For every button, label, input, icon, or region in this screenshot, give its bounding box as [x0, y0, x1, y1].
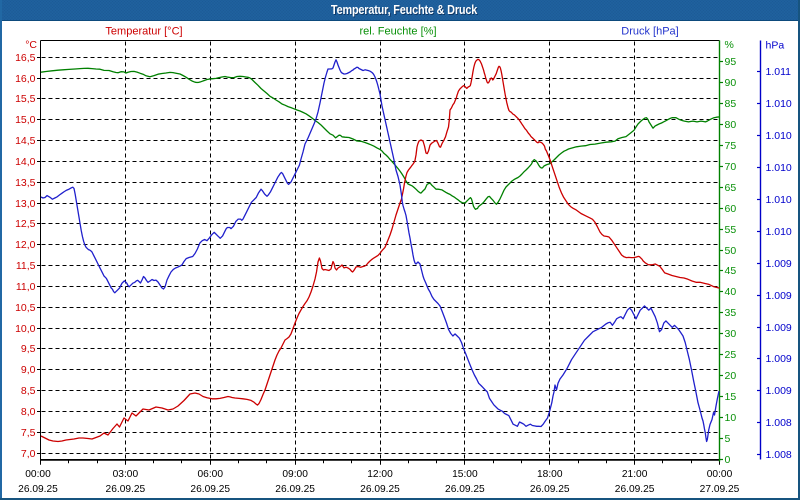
svg-text:%: %	[725, 39, 734, 51]
svg-text:1.009: 1.009	[766, 290, 792, 302]
svg-text:26.09.25: 26.09.25	[190, 484, 230, 495]
svg-text:7,0: 7,0	[21, 448, 36, 460]
svg-text:12,0: 12,0	[15, 239, 36, 251]
svg-text:00:00: 00:00	[707, 469, 733, 480]
svg-text:12,5: 12,5	[15, 218, 36, 230]
svg-text:1.010: 1.010	[766, 162, 792, 174]
svg-text:1.009: 1.009	[766, 322, 792, 334]
svg-text:15: 15	[725, 391, 737, 403]
svg-text:rel. Feuchte [%]: rel. Feuchte [%]	[359, 26, 436, 38]
svg-text:15:00: 15:00	[452, 469, 478, 480]
svg-text:15,0: 15,0	[15, 114, 36, 126]
svg-text:25: 25	[725, 349, 737, 361]
svg-text:5: 5	[725, 433, 731, 445]
svg-text:13,5: 13,5	[15, 177, 36, 189]
svg-text:26.09.25: 26.09.25	[445, 484, 485, 495]
svg-text:1.011: 1.011	[766, 66, 792, 78]
svg-text:80: 80	[725, 119, 737, 131]
svg-text:10: 10	[725, 412, 737, 424]
svg-text:1.010: 1.010	[766, 194, 792, 206]
svg-text:26.09.25: 26.09.25	[106, 484, 146, 495]
svg-text:1.010: 1.010	[766, 98, 792, 110]
svg-text:14,5: 14,5	[15, 135, 36, 147]
svg-text:11,5: 11,5	[16, 260, 36, 272]
svg-text:9,0: 9,0	[21, 364, 36, 376]
svg-text:40: 40	[725, 286, 737, 298]
svg-text:1.010: 1.010	[766, 130, 792, 142]
svg-text:Druck [hPa]: Druck [hPa]	[621, 26, 678, 38]
svg-text:14,0: 14,0	[15, 156, 36, 168]
svg-text:70: 70	[725, 161, 737, 173]
svg-text:00:00: 00:00	[25, 469, 51, 480]
svg-text:1.008: 1.008	[766, 449, 792, 461]
svg-text:26.09.25: 26.09.25	[530, 484, 570, 495]
svg-text:13,0: 13,0	[15, 198, 36, 210]
svg-text:45: 45	[725, 265, 737, 277]
svg-text:60: 60	[725, 203, 737, 215]
svg-text:35: 35	[725, 307, 737, 319]
svg-text:10,5: 10,5	[15, 302, 36, 314]
svg-text:03:00: 03:00	[113, 469, 139, 480]
svg-text:65: 65	[725, 182, 737, 194]
svg-text:21:00: 21:00	[622, 469, 648, 480]
svg-text:27.09.25: 27.09.25	[700, 484, 740, 495]
svg-text:16,0: 16,0	[15, 73, 36, 85]
svg-text:06:00: 06:00	[198, 469, 224, 480]
svg-text:30: 30	[725, 328, 737, 340]
svg-text:1.009: 1.009	[766, 258, 792, 270]
svg-text:0: 0	[725, 454, 731, 466]
svg-text:9,5: 9,5	[21, 343, 36, 355]
svg-text:50: 50	[725, 245, 737, 257]
svg-text:55: 55	[725, 224, 737, 236]
svg-text:Temperatur [°C]: Temperatur [°C]	[105, 26, 182, 38]
svg-text:10,0: 10,0	[15, 323, 36, 335]
svg-text:1.009: 1.009	[766, 385, 792, 397]
svg-text:12:00: 12:00	[367, 469, 393, 480]
svg-text:85: 85	[725, 98, 737, 110]
svg-text:hPa: hPa	[766, 40, 785, 52]
svg-text:8,5: 8,5	[21, 385, 36, 397]
svg-text:1.008: 1.008	[766, 417, 792, 429]
svg-text:20: 20	[725, 370, 737, 382]
svg-text:09:00: 09:00	[282, 469, 308, 480]
svg-text:11,0: 11,0	[16, 281, 36, 293]
svg-text:75: 75	[725, 140, 737, 152]
svg-text:1.010: 1.010	[766, 226, 792, 238]
svg-text:26.09.25: 26.09.25	[615, 484, 655, 495]
svg-text:°C: °C	[25, 39, 37, 51]
svg-text:18:00: 18:00	[537, 469, 563, 480]
svg-text:8,0: 8,0	[21, 406, 36, 418]
svg-text:90: 90	[725, 77, 737, 89]
svg-text:16,5: 16,5	[15, 52, 36, 64]
svg-text:95: 95	[725, 56, 737, 68]
svg-text:7,5: 7,5	[21, 427, 36, 439]
svg-text:15,5: 15,5	[15, 93, 36, 105]
svg-text:26.09.25: 26.09.25	[360, 484, 400, 495]
svg-text:26.09.25: 26.09.25	[275, 484, 315, 495]
svg-text:1.009: 1.009	[766, 353, 792, 365]
svg-text:26.09.25: 26.09.25	[18, 484, 58, 495]
